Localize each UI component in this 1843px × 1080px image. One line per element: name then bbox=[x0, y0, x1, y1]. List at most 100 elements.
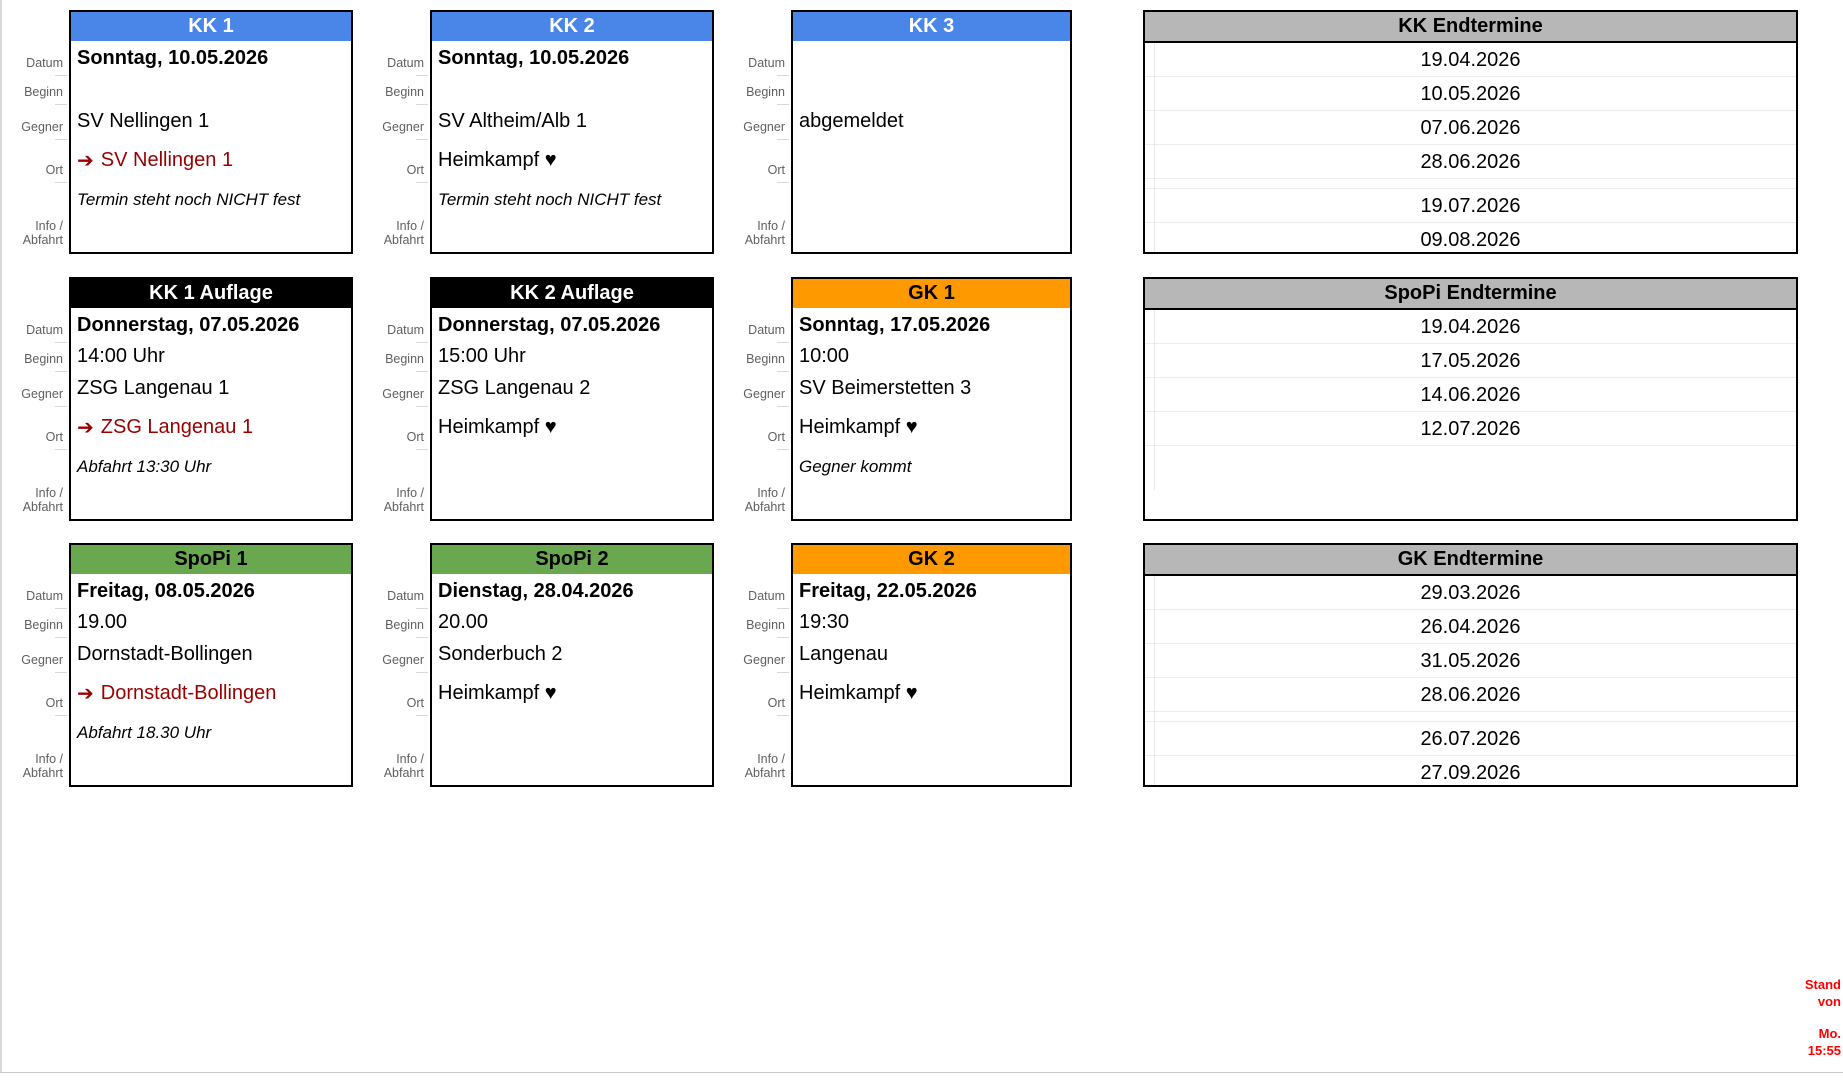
match-card-gk-1: GK 1 Sonntag, 17.05.2026 10:00 SV Beimer… bbox=[791, 277, 1072, 521]
row-label-datum: Datum bbox=[1, 574, 67, 609]
datum-value: Sonntag, 17.05.2026 bbox=[799, 313, 991, 336]
row-label-gegner: Gegner bbox=[1, 104, 67, 140]
endtermine-date: 31.05.2026 bbox=[1145, 644, 1796, 678]
info-value: Abfahrt 13:30 Uhr bbox=[77, 457, 212, 476]
label-column-kk-2: Datum Beginn Gegner Ort Info / Abfahrt bbox=[362, 41, 428, 252]
label-column-kk-1: Datum Beginn Gegner Ort Info / Abfahrt bbox=[1, 41, 67, 252]
ort-value: Heimkampf ♥ bbox=[438, 682, 557, 704]
endtermine-gap bbox=[1145, 712, 1796, 722]
row-label-beginn: Beginn bbox=[362, 342, 428, 372]
endtermine-date: 27.09.2026 bbox=[1420, 762, 1521, 784]
row-label-info-abfahrt: Info / Abfahrt bbox=[22, 752, 63, 780]
row-label-gegner: Gegner bbox=[362, 637, 428, 673]
ort-value bbox=[793, 139, 1070, 182]
datum-value: Donnerstag, 07.05.2026 bbox=[438, 313, 661, 336]
row-label-gegner: Gegner bbox=[723, 637, 789, 673]
ort-text: SV Nellingen 1 bbox=[100, 149, 234, 171]
row-label-ort: Ort bbox=[723, 406, 789, 450]
card-title: GK 1 bbox=[793, 279, 1070, 308]
endtermine-gap bbox=[1145, 179, 1796, 189]
ort-value: Heimkampf ♥ bbox=[799, 416, 918, 438]
row-label-beginn: Beginn bbox=[362, 608, 428, 638]
endtermine-box-spopi: SpoPi Endtermine 19.04.2026 17.05.2026 1… bbox=[1143, 277, 1798, 521]
ort-value: Heimkampf ♥ bbox=[438, 149, 557, 171]
gegner-value: Dornstadt-Bollingen bbox=[77, 643, 253, 665]
row-label-datum: Datum bbox=[362, 574, 428, 609]
gegner-value: ZSG Langenau 1 bbox=[77, 377, 230, 399]
endtermine-date: 28.06.2026 bbox=[1145, 678, 1796, 712]
gegner-value: SV Nellingen 1 bbox=[77, 110, 210, 132]
endtermine-date: 19.07.2026 bbox=[1145, 189, 1796, 223]
endtermine-date: 17.05.2026 bbox=[1145, 344, 1796, 378]
ort-text: ZSG Langenau 1 bbox=[100, 416, 254, 438]
row-label-gegner: Gegner bbox=[1, 637, 67, 673]
away-arrow-icon: ➔ bbox=[77, 150, 94, 172]
match-card-spopi-2: SpoPi 2 Dienstag, 28.04.2026 20.00 Sonde… bbox=[430, 543, 714, 787]
card-title: KK 2 Auflage bbox=[432, 279, 712, 308]
card-title: SpoPi 1 bbox=[71, 545, 351, 574]
label-column-spopi-1: Datum Beginn Gegner Ort Info / Abfahrt bbox=[1, 574, 67, 785]
label-column-gk-1: Datum Beginn Gegner Ort Info / Abfahrt bbox=[723, 308, 789, 519]
label-column-gk-2: Datum Beginn Gegner Ort Info / Abfahrt bbox=[723, 574, 789, 785]
beginn-value: 19.00 bbox=[77, 611, 128, 633]
row-label-beginn: Beginn bbox=[362, 75, 428, 105]
endtermine-date: 26.04.2026 bbox=[1145, 610, 1796, 644]
datum-value: Sonntag, 10.05.2026 bbox=[77, 46, 269, 69]
endtermine-date: 14.06.2026 bbox=[1145, 378, 1796, 412]
row-label-info-abfahrt: Info / Abfahrt bbox=[744, 219, 785, 247]
row-label-gegner: Gegner bbox=[362, 371, 428, 407]
datum-value: Dienstag, 28.04.2026 bbox=[438, 579, 634, 602]
stand-note-line: 15:55 bbox=[1807, 1043, 1841, 1058]
bottom-edge-line bbox=[0, 1072, 1843, 1073]
info-value: Abfahrt 18.30 Uhr bbox=[77, 723, 212, 742]
info-value: Gegner kommt bbox=[799, 457, 912, 476]
row-label-beginn: Beginn bbox=[1, 75, 67, 105]
beginn-value bbox=[71, 75, 351, 104]
stand-note-line: Stand bbox=[1804, 977, 1841, 992]
row-label-datum: Datum bbox=[1, 308, 67, 343]
match-card-spopi-1: SpoPi 1 Freitag, 08.05.2026 19.00 Dornst… bbox=[69, 543, 353, 787]
ort-value: ➔ ZSG Langenau 1 bbox=[71, 406, 351, 449]
datum-value: Freitag, 08.05.2026 bbox=[77, 579, 255, 602]
stand-note-line: Mo. bbox=[1818, 1026, 1841, 1041]
label-column-spopi-2: Datum Beginn Gegner Ort Info / Abfahrt bbox=[362, 574, 428, 785]
match-card-kk-3: KK 3 abgemeldet bbox=[791, 10, 1072, 254]
beginn-value: 20.00 bbox=[438, 611, 489, 633]
ort-value: Heimkampf ♥ bbox=[799, 682, 918, 704]
gegner-value: abgemeldet bbox=[799, 110, 904, 132]
endtermine-title: KK Endtermine bbox=[1145, 12, 1796, 43]
datum-value: Donnerstag, 07.05.2026 bbox=[77, 313, 300, 336]
endtermine-date: 26.07.2026 bbox=[1145, 722, 1796, 756]
card-title: KK 3 bbox=[793, 12, 1070, 41]
ort-value: ➔ Dornstadt-Bollingen bbox=[71, 672, 351, 715]
row-label-ort: Ort bbox=[362, 139, 428, 183]
beginn-value: 19:30 bbox=[799, 611, 850, 633]
away-arrow-icon: ➔ bbox=[77, 683, 94, 705]
beginn-value bbox=[793, 75, 1070, 104]
row-label-beginn: Beginn bbox=[723, 75, 789, 105]
card-title: GK 2 bbox=[793, 545, 1070, 574]
away-arrow-icon: ➔ bbox=[77, 417, 94, 439]
label-column-kk-3: Datum Beginn Gegner Ort Info / Abfahrt bbox=[723, 41, 789, 252]
info-value bbox=[793, 182, 1070, 252]
endtermine-date: 09.08.2026 bbox=[1420, 229, 1521, 251]
endtermine-date: 10.05.2026 bbox=[1145, 77, 1796, 111]
row-label-datum: Datum bbox=[362, 308, 428, 343]
row-label-beginn: Beginn bbox=[723, 608, 789, 638]
match-card-kk-1: KK 1 Sonntag, 10.05.2026 SV Nellingen 1 … bbox=[69, 10, 353, 254]
beginn-value bbox=[432, 75, 712, 104]
card-title: KK 1 Auflage bbox=[71, 279, 351, 308]
row-label-datum: Datum bbox=[1, 41, 67, 76]
row-label-datum: Datum bbox=[723, 308, 789, 343]
gridline bbox=[1154, 576, 1155, 785]
datum-value bbox=[793, 41, 1070, 75]
row-label-ort: Ort bbox=[1, 406, 67, 450]
row-label-ort: Ort bbox=[1, 139, 67, 183]
match-card-kk-2-auflage: KK 2 Auflage Donnerstag, 07.05.2026 15:0… bbox=[430, 277, 714, 521]
ort-value: Heimkampf ♥ bbox=[438, 416, 557, 438]
beginn-value: 14:00 Uhr bbox=[77, 345, 165, 367]
card-title: SpoPi 2 bbox=[432, 545, 712, 574]
gridline bbox=[1154, 43, 1155, 252]
row-label-datum: Datum bbox=[362, 41, 428, 76]
